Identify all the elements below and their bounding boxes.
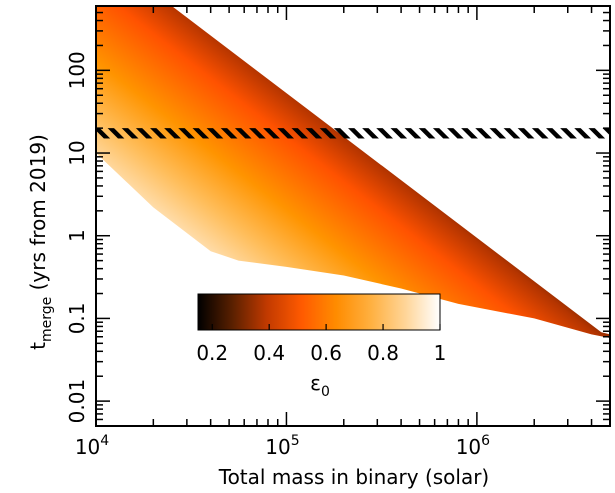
x-axis-title: Total mass in binary (solar) bbox=[218, 465, 490, 489]
axis-ticks bbox=[95, 5, 611, 427]
x-tick-label: 106 bbox=[456, 433, 490, 459]
y-tick-label: 0.1 bbox=[65, 302, 89, 334]
y-tick-label: 100 bbox=[65, 51, 89, 89]
y-tick-label: 1 bbox=[65, 229, 89, 242]
x-tick-labels: 104 105 106 bbox=[75, 433, 490, 459]
y-tick-label: 10 bbox=[65, 140, 89, 165]
hatched-band bbox=[96, 128, 610, 139]
colorbar-tick-label: 0.4 bbox=[253, 341, 285, 365]
colorbar-gradient bbox=[197, 293, 441, 331]
y-tick-label: 0.01 bbox=[65, 379, 89, 424]
x-tick-label: 105 bbox=[265, 433, 299, 459]
plot-frame bbox=[95, 5, 611, 427]
merger-time-region bbox=[96, 6, 610, 338]
colorbar-tick-label: 0.2 bbox=[196, 341, 228, 365]
plot-region-layer bbox=[96, 6, 610, 338]
colorbar-label: ε0 bbox=[310, 371, 330, 400]
colorbar: 0.2 0.4 0.6 0.8 1 ε0 bbox=[196, 293, 446, 400]
colorbar-tick-label: 0.6 bbox=[310, 341, 342, 365]
y-axis-title: tmerge (yrs from 2019) bbox=[26, 134, 55, 350]
colorbar-ticks: 0.2 0.4 0.6 0.8 1 bbox=[196, 324, 446, 365]
colorbar-tick-label: 0.8 bbox=[367, 341, 399, 365]
y-tick-labels: 0.01 0.1 1 10 100 bbox=[65, 51, 89, 423]
colorbar-tick-label: 1 bbox=[434, 341, 447, 365]
x-tick-label: 104 bbox=[75, 433, 109, 459]
